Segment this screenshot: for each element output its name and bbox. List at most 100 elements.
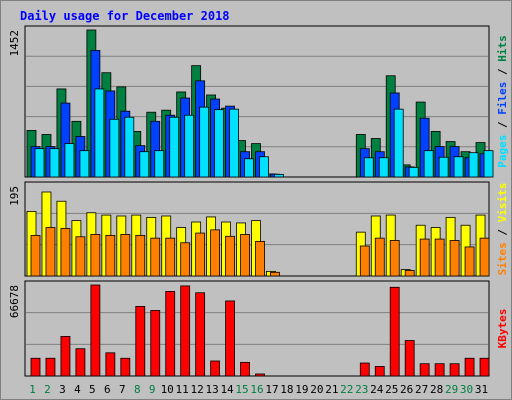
bar-kbytes bbox=[240, 361, 250, 377]
legend-entry: Files bbox=[496, 82, 509, 115]
bar-kbytes bbox=[75, 348, 86, 377]
x-tick-label: 5 bbox=[89, 383, 96, 396]
bar-kbytes bbox=[255, 373, 265, 377]
bar-kbytes bbox=[374, 366, 385, 377]
bar-pages bbox=[274, 173, 284, 178]
x-tick-label: 9 bbox=[149, 383, 156, 396]
bar-kbytes bbox=[479, 357, 490, 377]
bar-kbytes bbox=[434, 363, 445, 377]
bar-kbytes bbox=[90, 284, 101, 377]
x-tick-label: 10 bbox=[161, 383, 174, 396]
bar-kbytes bbox=[150, 310, 161, 377]
x-tick-label: 27 bbox=[415, 383, 428, 396]
bar-kbytes bbox=[120, 357, 131, 377]
bar-pages bbox=[34, 148, 45, 178]
bar-kbytes bbox=[419, 363, 430, 377]
x-tick-label: 21 bbox=[325, 383, 338, 396]
bar-sites bbox=[404, 270, 415, 277]
legend-entry: / bbox=[496, 222, 509, 242]
x-tick-label: 7 bbox=[119, 383, 126, 396]
bar-pages bbox=[438, 156, 449, 178]
x-tick-label: 18 bbox=[280, 383, 293, 396]
bar-pages bbox=[109, 118, 120, 178]
panel-visits-sites: 195 bbox=[8, 181, 490, 277]
x-tick-label: 22 bbox=[340, 383, 353, 396]
bar-pages bbox=[79, 150, 90, 178]
bar-sites bbox=[255, 240, 265, 277]
x-tick-label: 1 bbox=[29, 383, 36, 396]
bar-pages bbox=[483, 150, 494, 178]
legend-kbytes: KBytes bbox=[496, 309, 509, 349]
bar-pages bbox=[393, 108, 404, 178]
chart-title: Daily usage for December 2018 bbox=[20, 9, 230, 23]
bar-kbytes bbox=[180, 285, 191, 377]
x-tick-label: 31 bbox=[475, 383, 488, 396]
bar-pages bbox=[49, 148, 60, 178]
bar-sites bbox=[30, 234, 41, 277]
bar-pages bbox=[229, 108, 239, 178]
scale-label: 66678 bbox=[8, 285, 21, 318]
bar-kbytes bbox=[105, 352, 116, 377]
x-tick-label: 29 bbox=[445, 383, 458, 396]
legend-visits-sites: Sites / Visits bbox=[496, 183, 509, 276]
x-tick-label: 23 bbox=[355, 383, 368, 396]
bar-kbytes bbox=[225, 300, 235, 377]
bar-sites bbox=[240, 234, 250, 277]
bar-pages bbox=[408, 166, 419, 178]
legend-entry: Sites bbox=[496, 242, 509, 275]
bar-pages bbox=[94, 88, 105, 178]
bar-pages bbox=[199, 106, 210, 178]
bar-pages bbox=[259, 156, 269, 178]
bar-pages bbox=[139, 151, 150, 178]
bar-sites bbox=[90, 234, 101, 277]
legend-entry: / bbox=[496, 62, 509, 82]
bar-sites bbox=[105, 234, 116, 277]
bar-kbytes bbox=[389, 286, 400, 377]
bar-sites bbox=[135, 234, 146, 277]
bar-sites bbox=[180, 242, 191, 277]
x-tick-label: 13 bbox=[205, 383, 218, 396]
bar-sites bbox=[165, 237, 176, 277]
bar-pages bbox=[468, 152, 479, 178]
bar-sites bbox=[434, 238, 445, 277]
x-tick-label: 25 bbox=[385, 383, 398, 396]
panel-hits-files-pages: 1452 bbox=[8, 25, 494, 178]
bar-sites bbox=[389, 240, 400, 277]
x-tick-label: 26 bbox=[400, 383, 413, 396]
bar-sites bbox=[75, 236, 86, 277]
bar-sites bbox=[225, 235, 235, 277]
x-tick-label: 12 bbox=[191, 383, 204, 396]
bar-pages bbox=[214, 109, 225, 178]
bar-kbytes bbox=[404, 340, 415, 377]
bar-kbytes bbox=[135, 305, 146, 377]
panel-kbytes: 66678 bbox=[8, 280, 490, 377]
bar-sites bbox=[464, 246, 475, 277]
legend-entry: KBytes bbox=[496, 309, 509, 349]
x-tick-label: 2 bbox=[44, 383, 51, 396]
bar-sites bbox=[449, 240, 460, 277]
bar-kbytes bbox=[165, 290, 176, 377]
bar-kbytes bbox=[30, 357, 41, 377]
x-tick-label: 8 bbox=[134, 383, 141, 396]
bar-sites bbox=[270, 271, 280, 277]
x-tick-label: 16 bbox=[250, 383, 263, 396]
legend-entry: Visits bbox=[496, 183, 509, 223]
bar-sites bbox=[419, 238, 430, 277]
bar-kbytes bbox=[359, 362, 370, 377]
x-tick-label: 3 bbox=[59, 383, 66, 396]
bar-kbytes bbox=[60, 336, 71, 377]
bar-pages bbox=[423, 150, 434, 178]
x-tick-label: 4 bbox=[74, 383, 81, 396]
bar-pages bbox=[154, 150, 165, 178]
bar-pages bbox=[184, 114, 195, 178]
x-tick-label: 24 bbox=[370, 383, 384, 396]
bar-pages bbox=[64, 143, 75, 178]
legend-entry: / bbox=[496, 115, 509, 135]
bar-pages bbox=[124, 116, 135, 178]
x-tick-label: 11 bbox=[176, 383, 189, 396]
legend-entry: Hits bbox=[496, 35, 509, 62]
x-tick-label: 28 bbox=[430, 383, 443, 396]
bar-pages bbox=[169, 116, 180, 178]
bar-kbytes bbox=[210, 360, 221, 377]
